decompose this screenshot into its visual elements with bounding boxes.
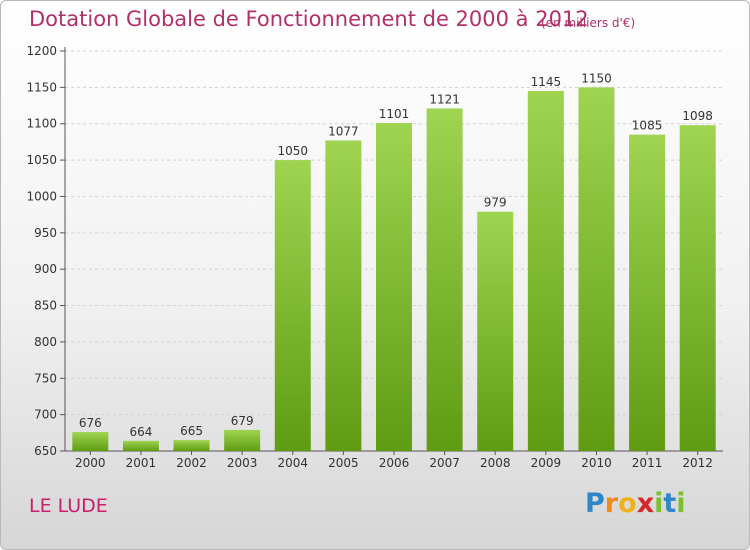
y-tick-label: 850 <box>34 299 57 313</box>
chart-title: Dotation Globale de Fonctionnement de 20… <box>29 7 589 31</box>
value-label-2004: 1050 <box>277 144 308 158</box>
value-label-2006: 1101 <box>379 107 410 121</box>
y-tick-label: 1050 <box>26 153 57 167</box>
bar-2010 <box>578 87 615 451</box>
bar-2002 <box>173 440 210 451</box>
x-tick-label-2011: 2011 <box>632 456 663 470</box>
y-tick-label: 650 <box>34 444 57 458</box>
value-label-2011: 1085 <box>632 119 663 133</box>
bar-2001 <box>122 440 159 451</box>
x-tick-label-2012: 2012 <box>682 456 713 470</box>
brand-letter: i <box>676 488 686 519</box>
proxiti-logo: Proxiti <box>585 488 686 519</box>
y-tick-label: 1150 <box>26 80 57 94</box>
brand-letter: t <box>663 488 677 519</box>
x-tick-label-2009: 2009 <box>531 456 562 470</box>
bar-2007 <box>426 108 463 452</box>
brand-letter: P <box>585 488 605 519</box>
value-label-2002: 665 <box>180 424 203 438</box>
y-tick-label: 700 <box>34 408 57 422</box>
y-tick-label: 800 <box>34 335 57 349</box>
bar-2011 <box>629 134 666 452</box>
chart-subtitle: (en milliers d'€) <box>541 16 636 30</box>
x-tick-label-2001: 2001 <box>126 456 157 470</box>
x-tick-label-2004: 2004 <box>277 456 308 470</box>
bar-2004 <box>274 160 311 451</box>
value-label-2001: 664 <box>129 425 152 439</box>
brand-letter: x <box>636 488 655 519</box>
value-label-2012: 1098 <box>682 109 713 123</box>
value-label-2003: 679 <box>231 414 254 428</box>
x-tick-label-2003: 2003 <box>227 456 258 470</box>
bar-2009 <box>527 91 564 451</box>
x-tick-label-2007: 2007 <box>429 456 460 470</box>
brand-letter: o <box>618 488 637 519</box>
y-tick-label: 1000 <box>26 189 57 203</box>
value-label-2000: 676 <box>79 416 102 430</box>
y-tick-label: 750 <box>34 371 57 385</box>
value-label-2008: 979 <box>484 196 507 210</box>
value-label-2005: 1077 <box>328 124 359 138</box>
x-tick-label-2010: 2010 <box>581 456 612 470</box>
bar-2005 <box>325 140 362 452</box>
brand-letter: r <box>604 488 619 519</box>
bar-2012 <box>679 125 716 451</box>
bar-2008 <box>477 211 514 451</box>
y-tick-label: 950 <box>34 226 57 240</box>
y-tick-label: 900 <box>34 262 57 276</box>
bar-2006 <box>376 123 412 451</box>
bar-2000 <box>72 432 109 451</box>
y-tick-label: 1200 <box>26 44 57 58</box>
value-label-2010: 1150 <box>581 71 612 85</box>
y-tick-label: 1100 <box>26 117 57 131</box>
brand-letter: i <box>654 488 664 519</box>
x-tick-label-2002: 2002 <box>176 456 207 470</box>
x-tick-label-2000: 2000 <box>75 456 106 470</box>
x-tick-label-2008: 2008 <box>480 456 511 470</box>
x-tick-label-2006: 2006 <box>379 456 410 470</box>
value-label-2007: 1121 <box>429 92 460 106</box>
value-label-2009: 1145 <box>531 75 562 89</box>
place-name: LE LUDE <box>29 495 108 517</box>
x-tick-label-2005: 2005 <box>328 456 359 470</box>
bar-2003 <box>224 429 261 451</box>
